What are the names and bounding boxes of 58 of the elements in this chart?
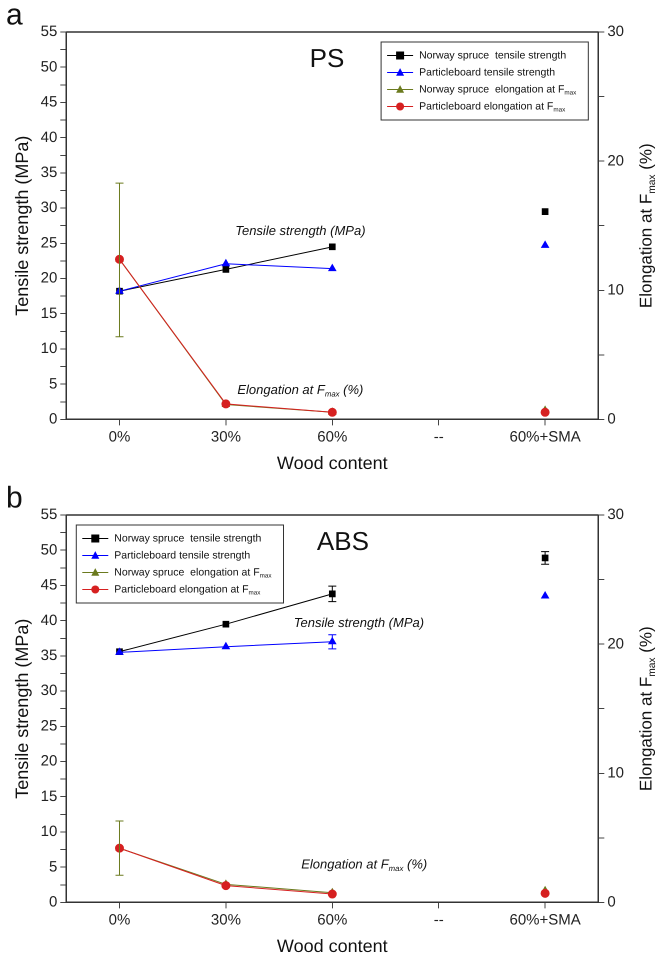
x-tick-label: -- (434, 912, 444, 929)
y-tick-label: 45 (40, 94, 58, 111)
y2-tick-label: 0 (607, 410, 616, 428)
y-tick-label: 25 (40, 234, 58, 252)
y-tick-label: 25 (40, 717, 58, 734)
legend-label: Norway spruce tensile strength (114, 532, 262, 544)
y-tick-label: 30 (40, 682, 58, 700)
text: ABS (316, 526, 369, 556)
text: b (6, 481, 23, 514)
legend-label: Particleboard tensile strength (419, 66, 556, 78)
annotation: Tensile strength (MPa) (294, 615, 424, 630)
y-tick-label: 40 (40, 128, 58, 146)
y-axis-title: Tensile strength (MPa) (12, 136, 32, 316)
y-tick-label: 30 (40, 199, 58, 216)
y-tick-label: 50 (40, 541, 58, 558)
x-tick-label: 30% (210, 912, 241, 929)
x-tick-label: 60%+SMA (509, 428, 581, 446)
legend-label: Particleboard tensile strength (114, 549, 250, 562)
y-tick-label: 55 (40, 23, 58, 40)
x-tick-label: -- (434, 428, 444, 446)
y-tick-label: 15 (40, 788, 58, 805)
text: a (6, 0, 23, 32)
x-tick-label: 0% (108, 428, 130, 446)
y-tick-label: 50 (40, 58, 58, 76)
x-tick-label: 60%+SMA (509, 912, 581, 929)
y-tick-label: 35 (40, 164, 58, 182)
y-tick-label: 10 (40, 340, 58, 358)
y-tick-label: 0 (48, 410, 58, 428)
y2-tick-label: 30 (607, 506, 624, 524)
y-axis-title: Tensile strength (MPa) (12, 618, 32, 799)
x-axis-title: Wood content (276, 936, 388, 956)
y-tick-label: 10 (40, 823, 58, 840)
y2-axis-title: Elongation at Fmax (%) (636, 143, 658, 308)
x-axis-title: Wood content (276, 453, 388, 474)
y-tick-label: 20 (40, 270, 58, 287)
y-tick-label: 0 (48, 894, 58, 911)
x-tick-label: 30% (210, 428, 241, 446)
annotation: Tensile strength (MPa) (235, 222, 366, 238)
y2-tick-label: 10 (607, 281, 624, 298)
y-tick-label: 15 (40, 304, 58, 322)
y2-tick-label: 30 (607, 23, 624, 40)
y-tick-label: 35 (40, 647, 58, 664)
x-tick-label: 60% (317, 428, 348, 446)
x-tick-label: 60% (317, 912, 348, 929)
y-tick-label: 55 (40, 506, 58, 524)
y2-tick-label: 20 (607, 635, 624, 652)
x-tick-label: 0% (108, 912, 130, 929)
legend-label: Norway spruce tensile strength (419, 49, 566, 62)
text: PS (310, 43, 344, 74)
y-tick-label: 45 (40, 576, 58, 594)
y2-tick-label: 20 (607, 152, 624, 170)
y2-tick-label: 0 (607, 894, 616, 911)
y-tick-label: 5 (48, 858, 58, 876)
y-tick-label: 20 (40, 752, 58, 770)
y2-axis-title: Elongation at Fmax (%) (636, 626, 658, 792)
y2-tick-label: 10 (607, 764, 624, 782)
y-tick-label: 40 (40, 612, 58, 629)
y-tick-label: 5 (48, 375, 58, 392)
